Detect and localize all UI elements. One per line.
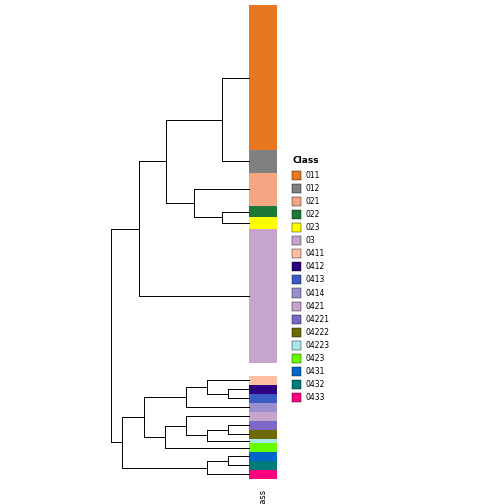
Bar [292, 210, 301, 219]
Text: 011: 011 [305, 170, 320, 179]
Text: 023: 023 [305, 223, 320, 232]
Text: 04222: 04222 [305, 328, 330, 337]
Bar [292, 380, 301, 389]
Text: 04223: 04223 [305, 341, 330, 350]
Bar [292, 275, 301, 284]
Text: 0423: 0423 [305, 354, 325, 363]
Bar [249, 206, 277, 217]
Bar [249, 228, 277, 362]
Bar [292, 314, 301, 324]
Bar [292, 249, 301, 258]
Text: 0433: 0433 [305, 393, 325, 402]
Bar [292, 170, 301, 179]
Bar [249, 376, 277, 385]
Text: 0431: 0431 [305, 367, 325, 376]
Bar [292, 367, 301, 376]
Bar [292, 197, 301, 206]
Bar [249, 385, 277, 394]
Bar [249, 150, 277, 173]
Bar [249, 443, 277, 452]
Bar [249, 412, 277, 421]
Text: 0432: 0432 [305, 380, 325, 389]
Text: 0414: 0414 [305, 288, 325, 297]
Text: 03: 03 [305, 236, 315, 245]
Bar [292, 183, 301, 193]
Text: Class: Class [259, 489, 268, 504]
Bar [249, 5, 277, 150]
Bar [292, 262, 301, 271]
Bar [292, 341, 301, 350]
Bar [292, 354, 301, 363]
Bar [292, 236, 301, 245]
Bar [249, 452, 277, 461]
Bar [292, 301, 301, 310]
Bar [249, 470, 277, 479]
Bar [249, 438, 277, 443]
Bar [249, 421, 277, 429]
Text: 04221: 04221 [305, 314, 330, 324]
Text: 0412: 0412 [305, 262, 325, 271]
Text: 0411: 0411 [305, 249, 325, 258]
Bar [292, 288, 301, 297]
Bar [249, 429, 277, 438]
Text: Class: Class [292, 156, 319, 165]
Text: 012: 012 [305, 183, 320, 193]
Bar [249, 461, 277, 470]
Bar [249, 173, 277, 206]
Bar [292, 223, 301, 232]
Text: 0421: 0421 [305, 301, 325, 310]
Bar [249, 394, 277, 403]
Bar [249, 403, 277, 412]
Text: 0413: 0413 [305, 275, 325, 284]
Bar [292, 393, 301, 402]
Bar [292, 328, 301, 337]
Text: 022: 022 [305, 210, 320, 219]
Bar [249, 217, 277, 228]
Text: 021: 021 [305, 197, 320, 206]
